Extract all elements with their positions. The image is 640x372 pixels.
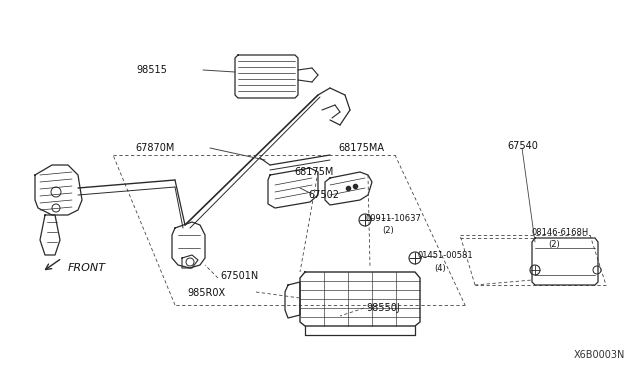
- Text: FRONT: FRONT: [68, 263, 106, 273]
- Text: X6B0003N: X6B0003N: [573, 350, 625, 360]
- Text: 68175MA: 68175MA: [338, 143, 384, 153]
- Text: 08146-6168H: 08146-6168H: [532, 228, 589, 237]
- Text: (4): (4): [434, 263, 445, 273]
- Text: 67870M: 67870M: [136, 143, 175, 153]
- Text: 98550J: 98550J: [366, 303, 400, 313]
- Text: 98515: 98515: [136, 65, 167, 75]
- Text: (2): (2): [548, 240, 560, 248]
- Text: 68175M: 68175M: [294, 167, 333, 177]
- Text: 67502: 67502: [308, 190, 339, 200]
- Text: 67501N: 67501N: [220, 271, 259, 281]
- Text: 01451-00581: 01451-00581: [418, 251, 474, 260]
- Text: 00911-10637: 00911-10637: [366, 214, 422, 222]
- Text: (2): (2): [382, 225, 394, 234]
- Text: 985R0X: 985R0X: [188, 288, 226, 298]
- Text: 67540: 67540: [507, 141, 538, 151]
